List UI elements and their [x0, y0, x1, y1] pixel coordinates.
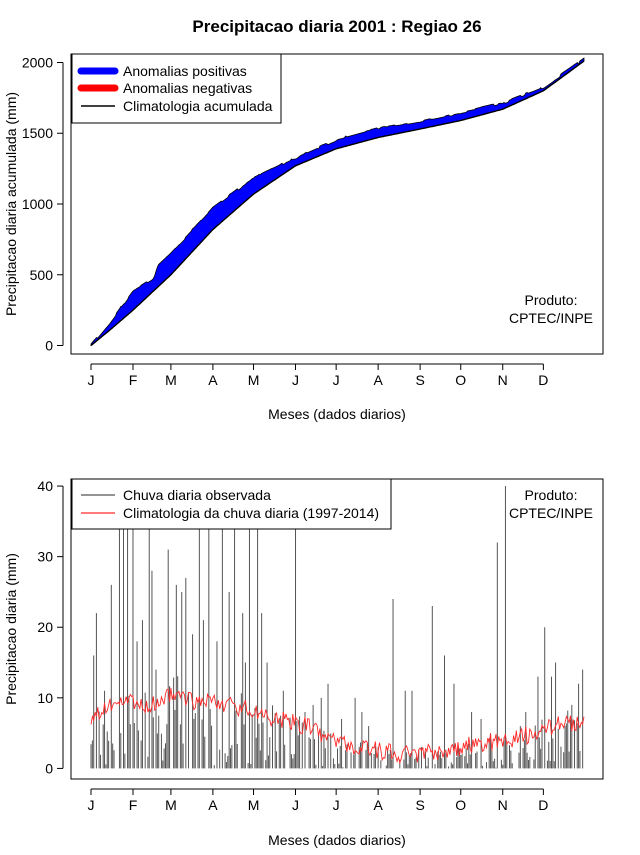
bottom-x-tick-label: J — [333, 797, 340, 813]
bottom-x-tick-label: A — [208, 797, 218, 813]
top-x-tick-label: M — [165, 372, 177, 388]
top-y-tick-label: 500 — [30, 267, 54, 283]
bottom-x-tick-label: O — [455, 797, 466, 813]
top-plot-frame — [70, 53, 604, 355]
top-y-tick-label: 2000 — [22, 54, 53, 70]
top-x-tick-label: O — [455, 372, 466, 388]
top-y-tick-label: 0 — [45, 338, 53, 354]
top-product-source: CPTEC/INPE — [509, 310, 593, 326]
bottom-legend-box — [71, 478, 392, 530]
bottom-x-tick-label: J — [292, 797, 299, 813]
top-y-axis: 0 500 1000 1500 2000 — [22, 54, 64, 354]
top-x-tick-label: J — [333, 372, 340, 388]
legend-label-negative: Anomalias negativas — [123, 80, 252, 96]
bottom-product-label: Produto: — [525, 487, 578, 503]
top-y-tick-label: 1500 — [22, 125, 53, 141]
daily-climatology-line — [90, 687, 585, 765]
bottom-y-axis: 0 10 20 30 40 — [37, 478, 64, 776]
legend-label-daily-climatology: Climatologia da chuva diaria (1997-2014) — [123, 505, 379, 521]
bottom-x-tick-label: J — [88, 797, 95, 813]
bottom-y-tick-label: 0 — [45, 760, 53, 776]
top-x-tick-label: J — [292, 372, 299, 388]
top-x-tick-label: J — [88, 372, 95, 388]
bottom-x-tick-label: A — [373, 797, 383, 813]
bottom-y-tick-label: 10 — [37, 690, 53, 706]
daily-plot-area — [90, 486, 585, 769]
top-y-axis-label: Precipitacao diaria acumulada (mm) — [3, 92, 19, 316]
bottom-x-axis-label: Meses (dados diarios) — [268, 832, 406, 848]
top-x-tick-label: N — [498, 372, 508, 388]
top-x-tick-label: M — [248, 372, 260, 388]
legend-label-observed: Chuva diaria observada — [123, 487, 271, 503]
cumulative-plot-area — [90, 57, 585, 347]
bottom-x-tick-label: D — [538, 797, 548, 813]
cumulative-precipitation-panel: J F M A M J J A S O N D 0 500 1000 1500 2000 Meses (dad… — [3, 53, 604, 422]
bottom-x-tick-label: N — [498, 797, 508, 813]
legend-label-climatology: Climatologia acumulada — [123, 98, 273, 114]
cumulative-climatology-line — [90, 60, 585, 347]
daily-precipitation-panel: J F M A M J J A S O N D 0 10 20 30 40 Meses (dados diar… — [3, 478, 604, 848]
bottom-legend: Chuva diaria observada Climatologia da c… — [71, 478, 392, 530]
chart-title: Precipitacao diaria 2001 : Regiao 26 — [192, 17, 481, 36]
top-x-tick-label: D — [538, 372, 548, 388]
top-y-tick-label: 1000 — [22, 196, 53, 212]
bottom-y-tick-label: 20 — [37, 619, 53, 635]
bottom-product-source: CPTEC/INPE — [509, 505, 593, 521]
bottom-y-tick-label: 40 — [37, 478, 53, 494]
bottom-y-tick-label: 30 — [37, 549, 53, 565]
bottom-x-tick-label: M — [248, 797, 260, 813]
top-legend: Anomalias positivas Anomalias negativas … — [71, 53, 282, 124]
legend-label-positive: Anomalias positivas — [123, 63, 247, 79]
top-x-tick-label: A — [373, 372, 383, 388]
bottom-x-tick-label: M — [165, 797, 177, 813]
top-x-tick-label: A — [208, 372, 218, 388]
top-x-tick-label: F — [129, 372, 138, 388]
top-product-label: Produto: — [525, 292, 578, 308]
bottom-x-tick-label: F — [129, 797, 138, 813]
bottom-x-tick-label: S — [415, 797, 424, 813]
top-x-axis-label: Meses (dados diarios) — [268, 406, 406, 422]
bottom-y-axis-label: Precipitacao diaria (mm) — [3, 553, 19, 705]
top-x-tick-label: S — [415, 372, 424, 388]
observed-daily-bars — [90, 486, 584, 769]
